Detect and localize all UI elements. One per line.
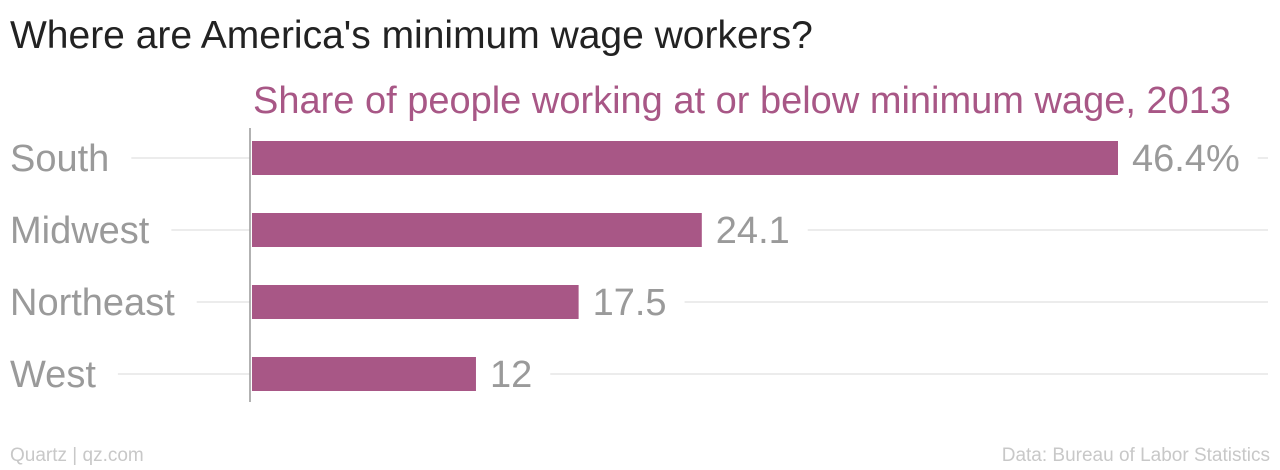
bar bbox=[252, 285, 579, 319]
category-label: West bbox=[10, 354, 96, 396]
bar bbox=[252, 141, 1118, 175]
category-label: South bbox=[10, 138, 109, 180]
category-label: Midwest bbox=[10, 210, 150, 252]
bar bbox=[252, 213, 702, 247]
chart-headline: Where are America's minimum wage workers… bbox=[10, 14, 813, 57]
footer-source: Data: Bureau of Labor Statistics bbox=[1001, 445, 1270, 466]
chart-title: Share of people working at or below mini… bbox=[253, 80, 1231, 122]
bar bbox=[252, 357, 476, 391]
value-label: 46.4% bbox=[1132, 138, 1240, 180]
category-label: Northeast bbox=[10, 282, 175, 324]
value-label: 12 bbox=[490, 354, 532, 396]
value-label: 17.5 bbox=[593, 282, 667, 324]
footer-brand: Quartz | qz.com bbox=[10, 445, 144, 466]
value-label: 24.1 bbox=[716, 210, 790, 252]
